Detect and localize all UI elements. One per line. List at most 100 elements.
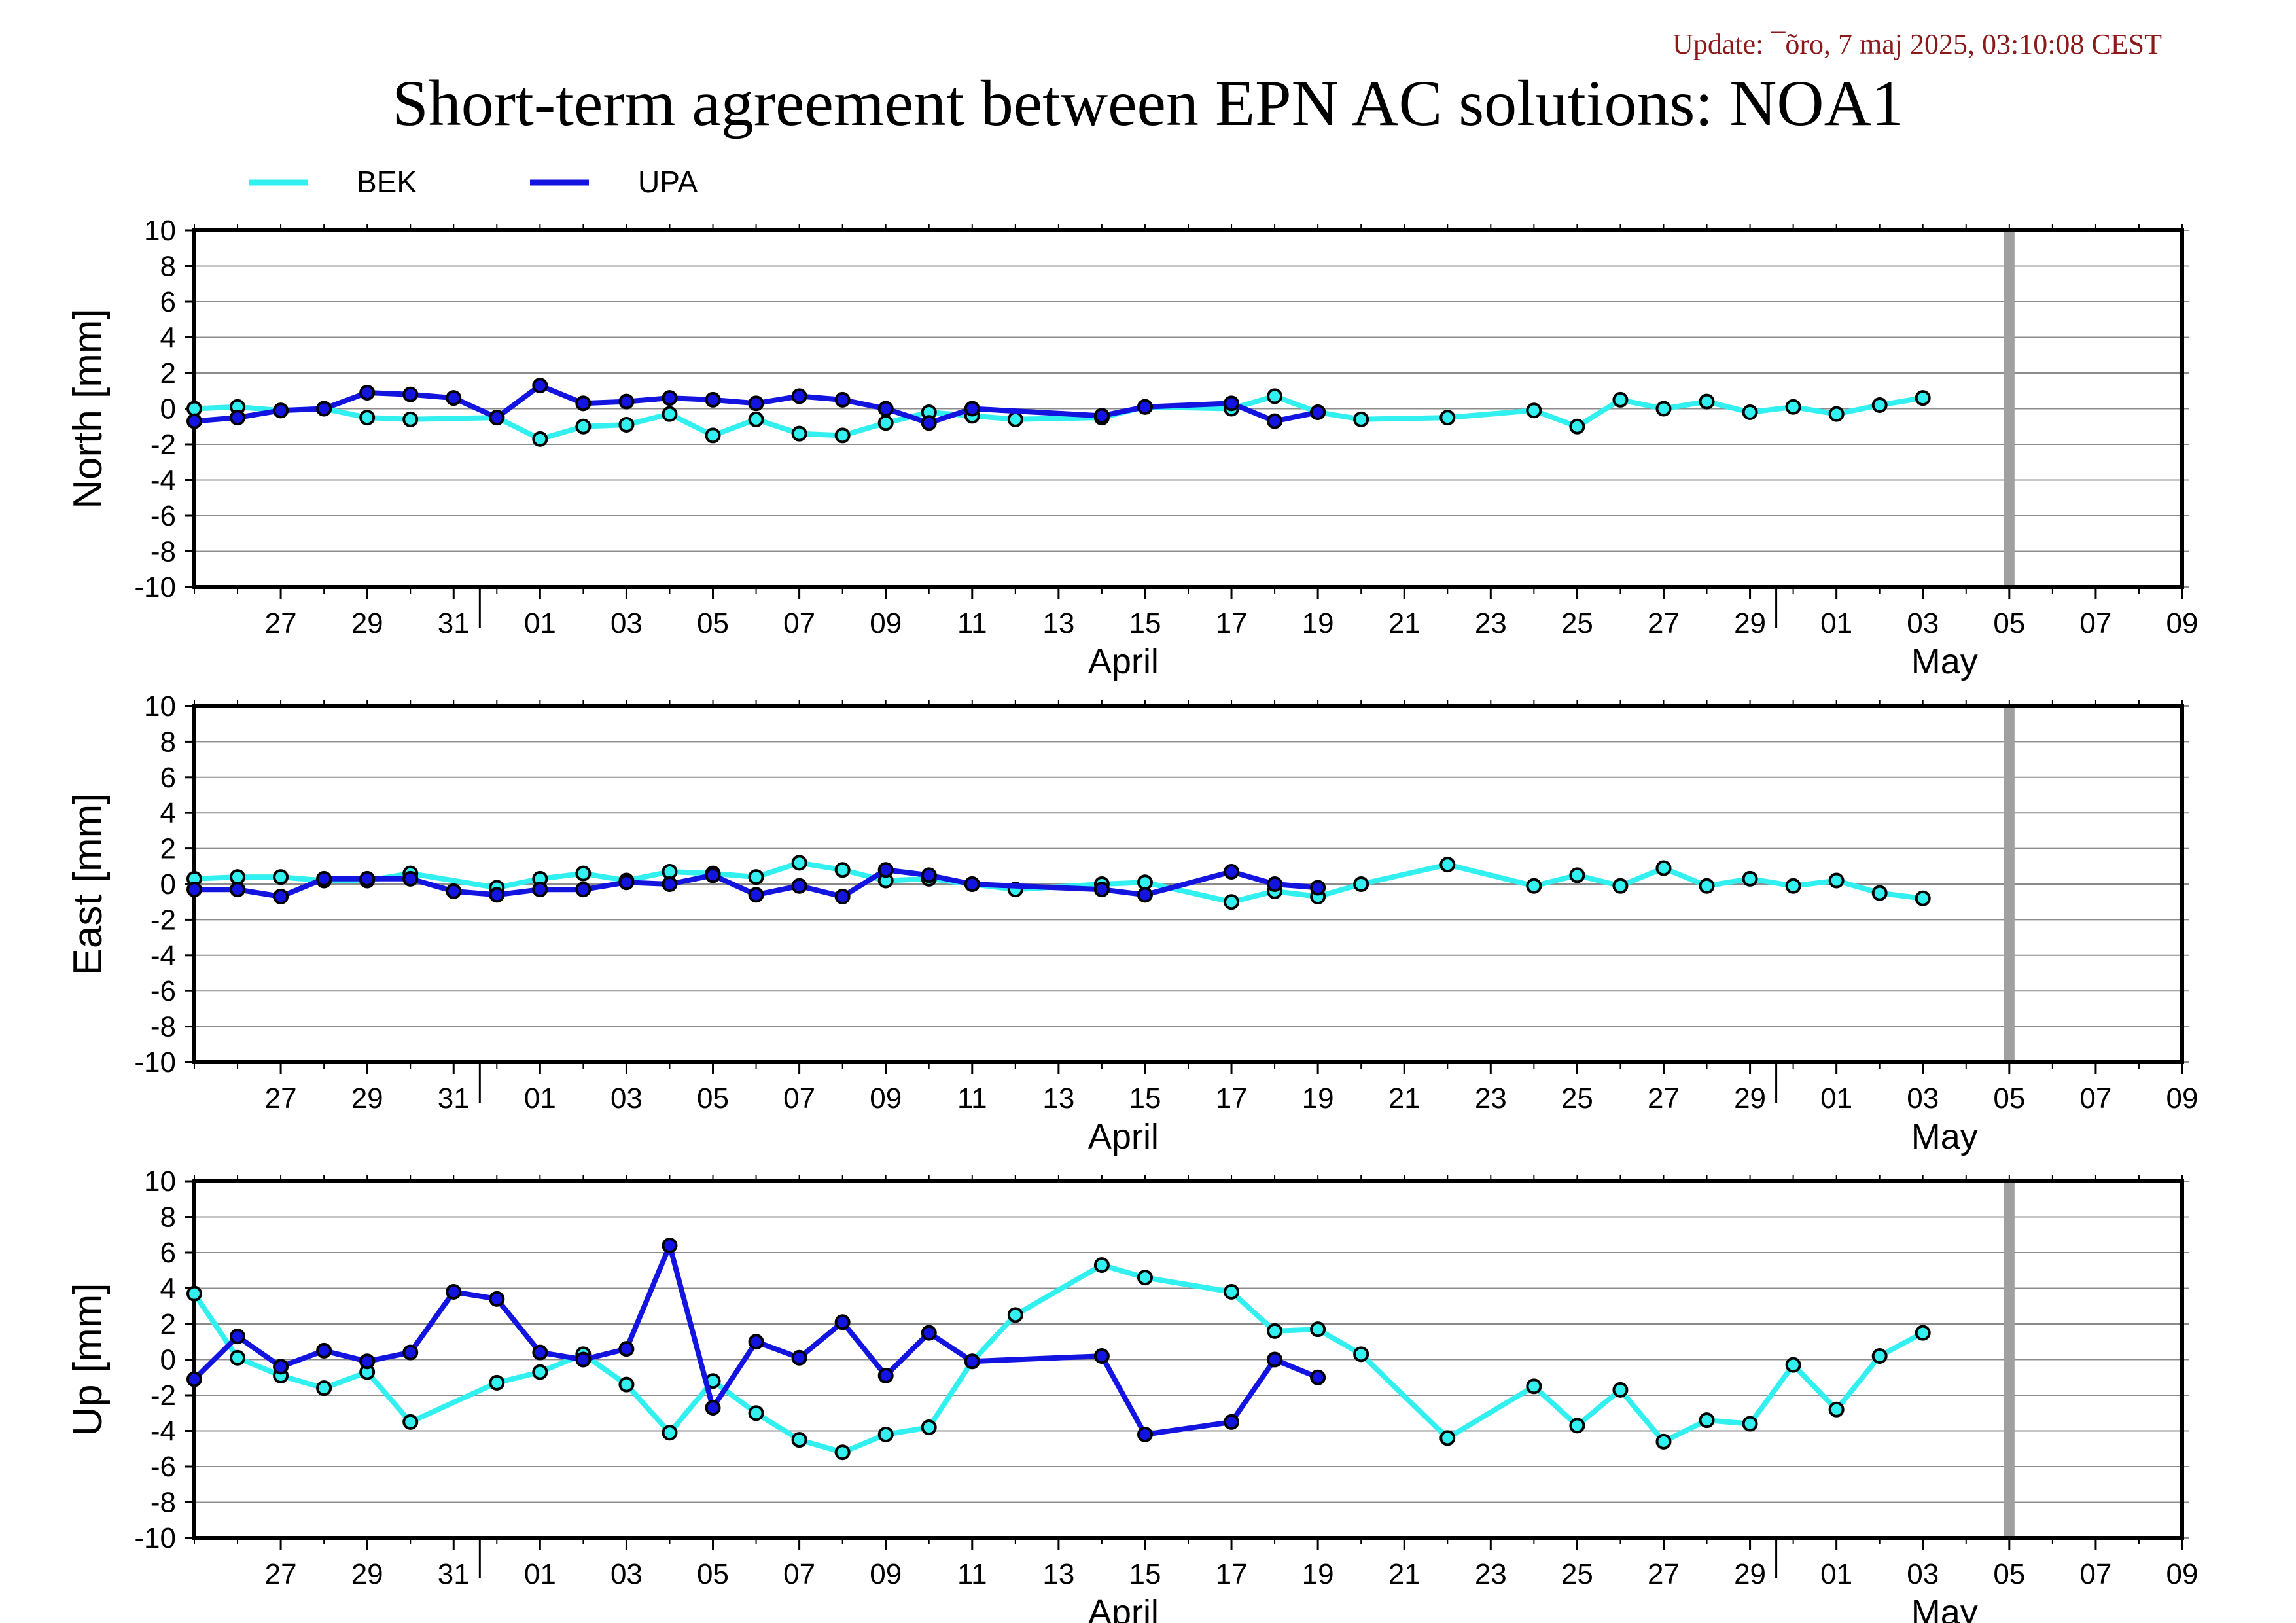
data-point-upa — [316, 401, 332, 417]
y-tick-label: 0 — [160, 393, 176, 425]
series-bek — [186, 855, 1931, 910]
y-tick-label: 4 — [160, 797, 176, 829]
y-tick-label: -2 — [150, 1380, 176, 1412]
y-tick-label: -6 — [150, 1451, 176, 1483]
x-tick-label: 11 — [957, 607, 987, 639]
month-label-april: April — [1088, 642, 1159, 681]
x-tick-label: 29 — [351, 1082, 383, 1115]
data-point-bek — [273, 869, 289, 885]
data-point-upa — [489, 887, 505, 903]
x-tick-label: 05 — [697, 1082, 729, 1115]
data-point-bek — [791, 1432, 807, 1448]
x-tick-label: 17 — [1216, 1558, 1248, 1590]
data-point-bek — [1569, 418, 1585, 435]
data-point-upa — [575, 882, 592, 898]
data-point-bek — [230, 1349, 246, 1366]
x-tick-label: 15 — [1129, 607, 1161, 639]
y-tick-label: 8 — [160, 1202, 176, 1234]
data-point-upa — [1093, 882, 1110, 898]
x-tick-label: 07 — [2079, 1558, 2111, 1590]
y-tick-label: 10 — [144, 690, 176, 722]
data-point-upa — [921, 415, 937, 431]
data-point-bek — [1007, 1307, 1023, 1323]
x-tick-label: 13 — [1042, 607, 1074, 639]
data-point-upa — [446, 883, 462, 899]
x-tick-label: 23 — [1475, 1558, 1507, 1590]
data-point-bek — [1137, 874, 1153, 891]
data-point-bek — [618, 417, 635, 433]
y-tick-label: -4 — [150, 940, 176, 972]
x-tick-label: 05 — [1993, 1082, 2025, 1115]
data-point-bek — [618, 1376, 635, 1393]
data-point-bek — [705, 427, 721, 444]
data-point-bek — [575, 865, 592, 882]
x-tick-label: 07 — [2079, 1082, 2111, 1115]
data-point-upa — [489, 1291, 505, 1307]
data-point-bek — [1526, 402, 1542, 419]
data-point-bek — [1439, 410, 1456, 426]
data-point-bek — [834, 1444, 851, 1461]
data-point-bek — [791, 425, 807, 442]
x-tick-label: 07 — [2079, 607, 2111, 639]
data-point-upa — [186, 413, 202, 429]
series-upa — [186, 862, 1326, 905]
x-tick-label: 31 — [438, 607, 470, 639]
data-point-upa — [186, 882, 202, 898]
data-point-bek — [1267, 388, 1283, 404]
data-point-bek — [1915, 1325, 1931, 1341]
data-point-upa — [532, 378, 548, 394]
data-point-upa — [1310, 1369, 1326, 1385]
data-point-bek — [1655, 860, 1672, 876]
data-point-upa — [748, 1334, 764, 1350]
x-tick-label: 09 — [2166, 1558, 2199, 1590]
x-tick-label: 13 — [1042, 1082, 1074, 1115]
data-point-bek — [1699, 878, 1715, 894]
data-point-upa — [402, 386, 419, 402]
data-point-upa — [834, 889, 851, 905]
data-point-bek — [1871, 885, 1888, 901]
data-point-upa — [662, 876, 678, 892]
data-point-upa — [705, 1400, 721, 1416]
data-point-upa — [748, 887, 764, 903]
x-tick-label: 23 — [1475, 1082, 1507, 1115]
x-tick-label: 19 — [1302, 1558, 1334, 1590]
x-tick-label: 03 — [610, 607, 643, 639]
data-point-upa — [791, 388, 807, 404]
data-point-upa — [1310, 404, 1326, 420]
y-tick-label: -10 — [134, 1522, 176, 1554]
x-tick-label: 09 — [870, 1558, 902, 1590]
x-tick-label: 01 — [524, 607, 556, 639]
data-point-bek — [1742, 404, 1758, 420]
data-point-upa — [230, 1329, 246, 1345]
data-point-bek — [1439, 1430, 1456, 1446]
data-point-bek — [1569, 867, 1585, 883]
data-point-bek — [1871, 397, 1888, 414]
data-point-upa — [402, 870, 419, 887]
data-point-upa — [446, 390, 462, 406]
current-date-marker — [2004, 706, 2015, 1062]
y-tick-label: -4 — [150, 1416, 176, 1448]
data-point-bek — [662, 1425, 678, 1441]
data-point-upa — [834, 391, 851, 408]
data-point-bek — [359, 410, 376, 426]
y-tick-label: 0 — [160, 1344, 176, 1376]
x-tick-label: 09 — [870, 607, 902, 639]
x-tick-label: 13 — [1042, 1558, 1074, 1590]
data-point-bek — [1526, 1378, 1542, 1395]
data-point-bek — [1828, 406, 1845, 422]
data-point-upa — [618, 393, 635, 410]
data-point-upa — [964, 1353, 980, 1370]
x-tick-label: 05 — [697, 607, 729, 639]
data-point-upa — [1137, 887, 1153, 903]
data-point-bek — [1915, 890, 1931, 906]
data-point-bek — [748, 869, 764, 885]
chart-title: Short-term agreement between EPN AC solu… — [392, 67, 1904, 139]
data-point-bek — [791, 855, 807, 871]
data-point-bek — [1137, 1270, 1153, 1286]
data-point-bek — [316, 1380, 332, 1397]
x-tick-label: 01 — [524, 1558, 556, 1590]
data-point-upa — [877, 1368, 894, 1384]
data-point-bek — [1353, 411, 1369, 427]
data-point-bek — [1353, 1346, 1369, 1363]
y-tick-label: 0 — [160, 868, 176, 901]
